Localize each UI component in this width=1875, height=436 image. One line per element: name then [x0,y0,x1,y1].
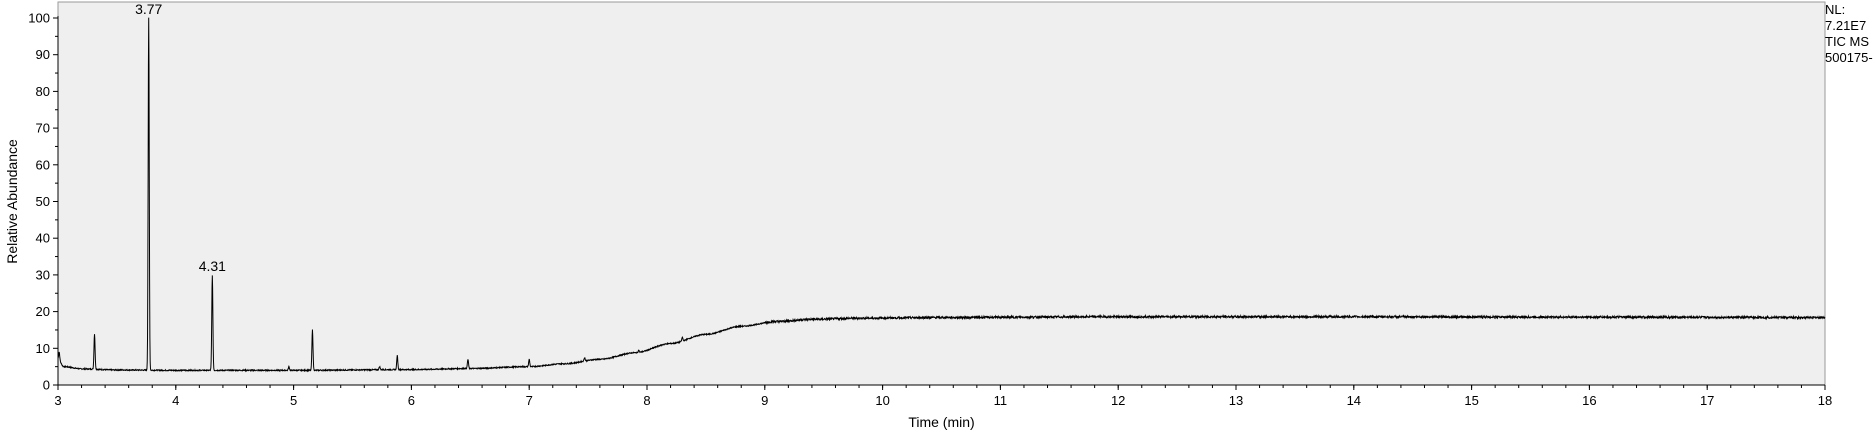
y-axis-title: Relative Abundance [4,139,20,264]
x-tick-label: 5 [290,393,297,408]
y-tick-label: 10 [36,341,50,356]
x-tick-label: 14 [1347,393,1361,408]
file-name-label: 500175- [1825,50,1873,65]
y-tick-label: 50 [36,194,50,209]
x-tick-label: 15 [1464,393,1478,408]
peak-label: 4.31 [199,258,226,274]
y-tick-label: 90 [36,47,50,62]
x-tick-label: 10 [875,393,889,408]
peak-label: 3.77 [135,1,162,17]
label-layer: Time (min) Relative Abundance 3.77 4.31 [4,1,975,430]
axis-layer: 0 10 20 30 40 50 60 70 80 90 100 3 4 5 6 7 8 9 10 11 12 13 14 1… [28,11,1832,409]
normalization-value: 7.21E7 [1825,18,1867,33]
chromatogram-trace [57,17,1826,373]
y-tick-label: 0 [43,378,50,393]
x-axis-title: Time (min) [908,414,974,430]
x-tick-label: 11 [994,393,1008,408]
x-tick-label: 12 [1111,393,1125,408]
y-tick-label: 80 [36,84,50,99]
x-tick-label: 6 [408,393,415,408]
x-tick-label: 9 [761,393,768,408]
x-tick-label: 16 [1582,393,1596,408]
plot-area [57,1,1826,386]
normalization-label: NL: [1825,2,1846,17]
y-tick-label: 60 [36,157,50,172]
x-tick-label: 3 [54,393,61,408]
y-tick-label: 40 [36,231,50,246]
x-tick-label: 18 [1818,393,1832,408]
y-tick-label: 100 [28,11,50,26]
trace-layer [57,17,1826,373]
x-tick-label: 7 [526,393,533,408]
x-tick-label: 17 [1700,393,1714,408]
x-tick-label: 13 [1229,393,1243,408]
x-tick-label: 4 [172,393,179,408]
y-tick-label: 20 [36,304,50,319]
trace-type-label: TIC MS [1825,34,1870,49]
x-tick-label: 8 [643,393,650,408]
y-tick-label: 30 [36,267,50,282]
y-tick-label: 70 [36,121,50,136]
